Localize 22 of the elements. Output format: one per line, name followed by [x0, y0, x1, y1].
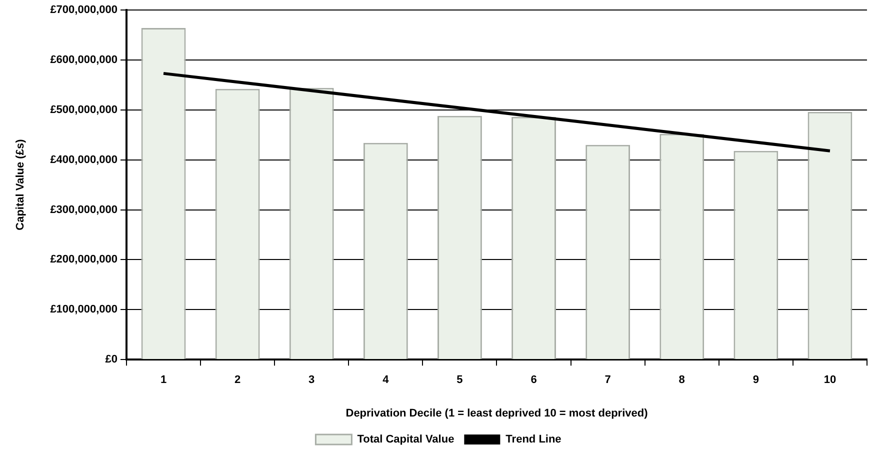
- x-tick-label: 9: [752, 374, 759, 386]
- y-tick-label: £0: [105, 354, 118, 366]
- y-tick-label: £200,000,000: [50, 254, 118, 266]
- y-axis-title: Capital Value (£s): [14, 138, 27, 230]
- y-tick-label: £600,000,000: [50, 54, 118, 66]
- legend-label: Total Capital Value: [357, 434, 454, 446]
- x-tick-label: 4: [382, 374, 390, 386]
- x-tick-label: 6: [530, 374, 537, 386]
- x-tick-label: 7: [604, 374, 611, 386]
- y-tick-label: £100,000,000: [50, 304, 118, 316]
- x-tick-label: 1: [160, 374, 167, 386]
- y-tick-label: £500,000,000: [50, 104, 118, 116]
- x-tick-label: 2: [234, 374, 241, 386]
- x-axis-title: Deprivation Decile (1 = least deprived 10 = most deprived): [346, 407, 648, 420]
- x-tick-label: 10: [824, 374, 836, 386]
- y-tick-label: £700,000,000: [50, 4, 118, 16]
- y-tick-label: £400,000,000: [50, 154, 118, 166]
- x-tick-label: 8: [678, 374, 685, 386]
- legend-label: Trend Line: [506, 434, 562, 446]
- x-tick-label: 5: [456, 374, 463, 386]
- y-tick-label: £300,000,000: [50, 204, 118, 216]
- x-tick-label: 3: [308, 374, 315, 386]
